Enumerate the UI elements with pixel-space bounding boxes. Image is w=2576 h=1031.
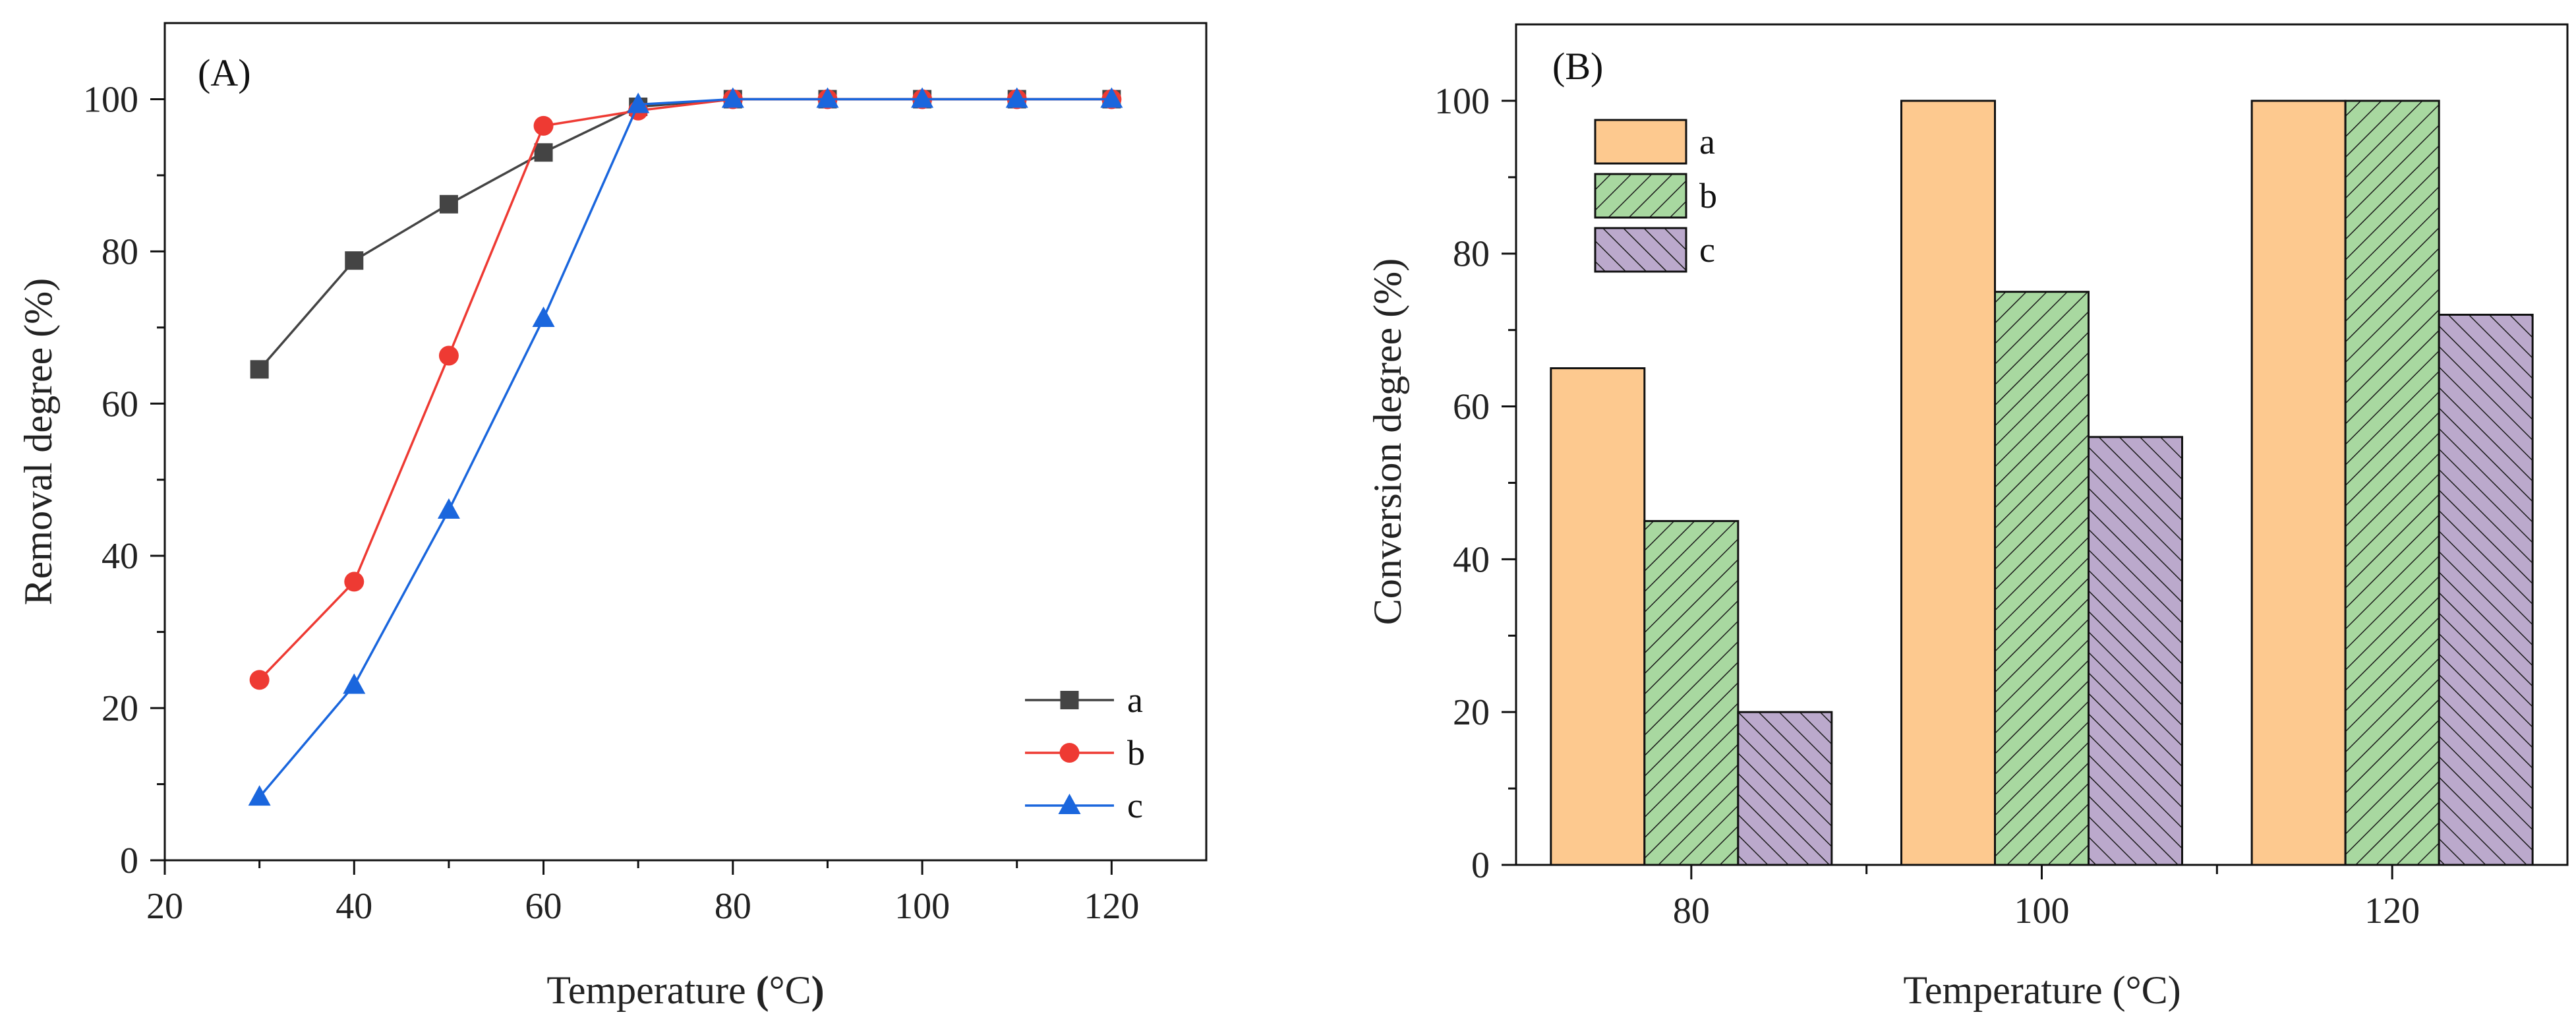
legend-swatch-a — [1594, 119, 1687, 165]
legend-swatch-b — [1594, 173, 1687, 219]
data-point-b — [344, 572, 365, 592]
y-axis-label-b: Conversion degree (%) — [1366, 258, 1409, 625]
legend-marker-b — [1059, 743, 1080, 763]
bar-c-80 — [1737, 711, 1833, 866]
data-point-c — [437, 498, 460, 519]
x-axis-label-a-paren-open: ( — [756, 968, 769, 1012]
data-point-a — [250, 360, 269, 379]
legend-label-b: b — [1699, 176, 1717, 216]
x-axis-label-a-unit: °C — [769, 968, 811, 1012]
x-tick-label-b: 120 — [2364, 891, 2420, 931]
y-tick-label-a: 100 — [83, 79, 138, 120]
legend-label-b: b — [1127, 733, 1145, 773]
data-point-c — [816, 87, 839, 108]
data-point-a — [439, 194, 458, 214]
panel-label-a: (A) — [198, 51, 251, 94]
legend-label-a: a — [1699, 122, 1715, 162]
x-tick-label-a: 100 — [894, 886, 950, 927]
bar-c-100 — [2088, 436, 2183, 866]
plot-frame-a — [163, 22, 1208, 862]
data-point-c — [627, 92, 650, 113]
bar-a-120 — [2250, 100, 2347, 866]
data-point-b — [438, 345, 459, 366]
legend-marker-a — [1060, 691, 1079, 709]
data-point-c — [1005, 87, 1028, 108]
y-tick-label-a: 20 — [102, 688, 138, 729]
bar-b-80 — [1643, 519, 1740, 866]
legend-b: abc — [1594, 119, 1717, 273]
y-tick-label-a: 60 — [102, 384, 138, 425]
x-axis-label-b: Temperature (°C) — [1903, 968, 2181, 1012]
legend-a: abc — [1025, 680, 1145, 825]
x-tick-label-a: 80 — [715, 886, 751, 927]
x-tick-label-b: 100 — [2014, 891, 2070, 931]
x-tick-label-a: 60 — [525, 886, 562, 927]
data-point-c — [911, 87, 934, 108]
panel-label-b: (B) — [1552, 45, 1603, 88]
series-line-a — [258, 98, 1112, 370]
y-tick-label-b: 20 — [1453, 692, 1490, 733]
data-point-c — [343, 673, 366, 694]
y-tick-label-b: 60 — [1453, 387, 1490, 428]
data-point-c — [721, 87, 744, 108]
series-line-b — [258, 98, 1112, 681]
y-tick-label-a: 40 — [102, 536, 138, 577]
legend-label-a: a — [1127, 680, 1143, 720]
y-tick-label-b: 80 — [1453, 234, 1490, 275]
x-tick-label-a: 40 — [336, 886, 372, 927]
y-tick-label-b: 100 — [1434, 81, 1490, 122]
legend-label-c: c — [1127, 786, 1143, 825]
data-point-a — [534, 143, 553, 162]
bar-b-120 — [2344, 100, 2440, 866]
x-axis-label-a-main: Temperature — [546, 968, 755, 1012]
data-point-c — [248, 785, 271, 806]
y-tick-label-b: 0 — [1471, 845, 1490, 886]
x-axis-label-a-paren-close: ) — [811, 968, 825, 1012]
x-tick-label-a: 120 — [1084, 886, 1139, 927]
y-axis-label-a: Removal degree (%) — [16, 278, 60, 605]
data-point-c — [532, 306, 555, 327]
data-point-c — [1100, 87, 1123, 108]
bar-chart-panel-b: 80 100 120 0 20 40 60 80 100 (B) Conversion degr… — [1366, 23, 2569, 1012]
x-axis-label-a: Temperature (°C) — [546, 968, 824, 1012]
x-tick-label-a: 20 — [146, 886, 183, 927]
bar-a-100 — [1900, 100, 1996, 866]
bar-a-80 — [1550, 367, 1646, 866]
legend-label-c: c — [1699, 230, 1715, 270]
bar-b-100 — [1994, 291, 2090, 866]
data-point-a — [345, 251, 364, 270]
x-tick-label-b: 80 — [1673, 891, 1710, 931]
bar-c-120 — [2438, 313, 2534, 866]
series-line-c — [258, 98, 1112, 798]
data-point-b — [533, 115, 554, 136]
y-tick-label-a: 0 — [120, 840, 138, 881]
legend-swatch-c — [1594, 227, 1687, 273]
legend-marker-c — [1058, 794, 1081, 814]
y-tick-label-b: 40 — [1453, 539, 1490, 580]
data-point-b — [249, 670, 270, 690]
y-tick-label-a: 80 — [102, 231, 138, 272]
